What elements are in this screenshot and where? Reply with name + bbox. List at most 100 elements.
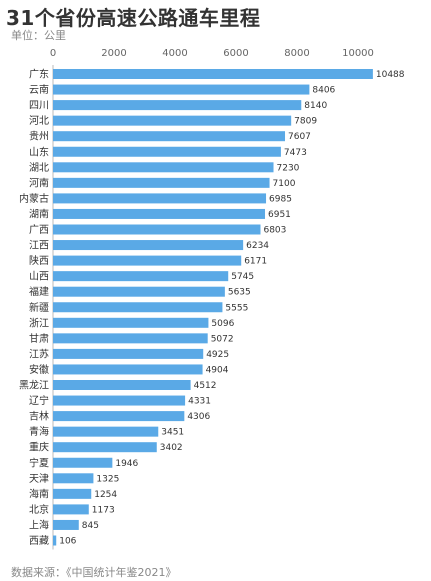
value-label: 1325 [96, 474, 119, 484]
category-label: 贵州 [29, 130, 49, 143]
value-label: 1946 [115, 459, 138, 469]
category-label: 新疆 [29, 301, 49, 314]
value-label: 7809 [294, 117, 317, 127]
category-label: 西藏 [29, 535, 49, 547]
bar [53, 364, 203, 375]
value-label: 10488 [376, 70, 405, 80]
category-label: 天津 [29, 473, 49, 485]
category-label: 北京 [29, 503, 49, 516]
value-label: 6803 [263, 226, 286, 236]
category-label: 辽宁 [29, 394, 49, 407]
category-label: 福建 [29, 285, 49, 298]
category-label: 山东 [29, 145, 49, 158]
bar [53, 208, 266, 219]
category-label: 海南 [29, 487, 49, 500]
value-label: 5096 [211, 319, 234, 329]
value-label: 4306 [187, 412, 210, 422]
x-tick-label: 8000 [284, 48, 309, 59]
value-label: 7100 [273, 179, 296, 189]
bar [53, 457, 113, 468]
bar [53, 146, 281, 157]
bar [53, 302, 223, 313]
bar [53, 411, 185, 422]
bar [53, 442, 157, 453]
bar [53, 84, 310, 95]
category-label: 云南 [29, 83, 49, 96]
category-label: 重庆 [29, 441, 49, 454]
value-label: 7473 [284, 148, 307, 158]
category-label: 江西 [29, 240, 49, 252]
category-label: 陕西 [29, 254, 49, 267]
bar [53, 317, 209, 328]
bar [53, 100, 302, 111]
x-tick-label: 2000 [101, 48, 126, 59]
category-label: 广东 [29, 68, 49, 81]
value-label: 3451 [161, 428, 184, 438]
bar [53, 348, 204, 359]
bar [53, 177, 270, 188]
bar [53, 240, 244, 251]
bar [53, 535, 57, 546]
category-label: 青海 [29, 425, 49, 438]
value-label: 5555 [225, 303, 248, 313]
value-label: 8406 [312, 86, 335, 96]
bar [53, 519, 79, 530]
category-label: 浙江 [29, 317, 49, 329]
unit-label: 单位：公里 [11, 29, 66, 42]
category-label: 内蒙古 [19, 192, 49, 205]
bar [53, 380, 191, 390]
category-label: 吉林 [29, 410, 49, 423]
bar [53, 131, 286, 142]
value-label: 7607 [288, 132, 311, 142]
category-label: 黑龙江 [19, 379, 49, 392]
value-label: 106 [59, 537, 76, 547]
x-tick-label: 10000 [342, 48, 374, 59]
bar [53, 473, 94, 484]
value-label: 8140 [304, 101, 327, 111]
category-label: 四川 [29, 101, 49, 112]
value-label: 6951 [268, 210, 291, 220]
category-label: 上海 [29, 518, 49, 531]
bar [53, 115, 292, 126]
value-label: 7230 [277, 163, 300, 173]
value-label: 1254 [94, 490, 117, 500]
value-label: 4512 [194, 381, 217, 391]
category-label: 安徽 [29, 363, 49, 376]
category-label: 湖北 [29, 162, 49, 174]
value-label: 4904 [206, 365, 229, 375]
bar [53, 162, 274, 173]
category-label: 湖南 [29, 207, 49, 220]
bar [53, 488, 92, 499]
value-label: 5745 [231, 272, 254, 282]
bar [53, 255, 242, 266]
bar [53, 193, 267, 204]
x-tick-label: 0 [50, 48, 56, 59]
bar [53, 69, 373, 79]
category-label: 河南 [29, 176, 49, 189]
value-label: 4925 [206, 350, 229, 360]
category-label: 广西 [29, 224, 49, 236]
chart-title: 31个省份高速公路通车里程 [6, 6, 261, 30]
bar [53, 395, 186, 406]
category-label: 山西 [29, 271, 49, 283]
value-label: 5072 [211, 334, 234, 344]
bar [53, 286, 225, 297]
bar [53, 224, 261, 235]
value-label: 1173 [92, 505, 115, 515]
value-label: 6985 [269, 194, 292, 204]
bar [53, 426, 159, 437]
value-label: 6234 [246, 241, 269, 251]
category-label: 江苏 [29, 347, 49, 360]
category-label: 甘肃 [29, 332, 49, 345]
value-label: 4331 [188, 397, 211, 407]
category-label: 河北 [29, 115, 49, 127]
x-tick-label: 4000 [162, 48, 187, 59]
source-note: 数据来源：《中国统计年鉴2021》 [11, 566, 177, 579]
x-tick-label: 6000 [223, 48, 248, 59]
value-label: 3402 [160, 443, 183, 453]
category-label: 宁夏 [29, 456, 49, 469]
value-label: 845 [82, 521, 99, 531]
value-label: 5635 [228, 288, 251, 298]
value-label: 6171 [244, 257, 267, 267]
